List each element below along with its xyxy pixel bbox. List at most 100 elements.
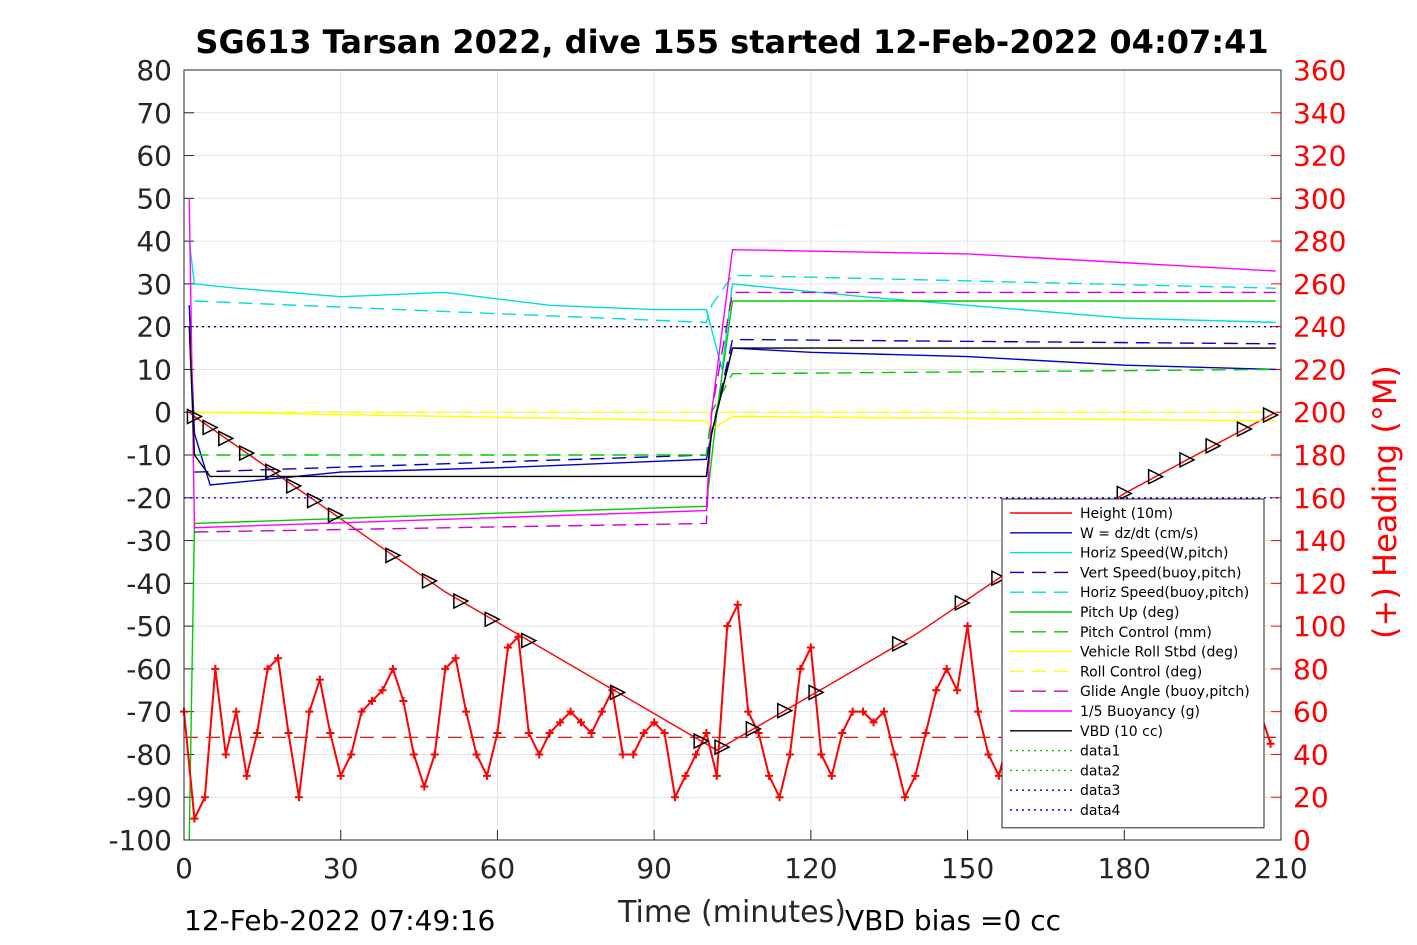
y-right-tick-label: 140 <box>1293 525 1346 558</box>
depth-marker <box>891 635 909 652</box>
depth-marker <box>745 720 763 738</box>
x-tick-label: 120 <box>784 852 837 885</box>
heading-point <box>691 750 700 759</box>
y-left-tick-label: 20 <box>136 311 172 344</box>
depth-marker <box>1205 437 1222 455</box>
depth-marker <box>285 477 303 495</box>
heading-point <box>650 718 659 727</box>
heading-point <box>806 643 815 652</box>
plot-border <box>183 69 1282 841</box>
depth-marker <box>954 594 972 612</box>
series-line-11 <box>188 326 1276 478</box>
heading-point <box>451 654 460 663</box>
heading-point <box>1266 739 1275 748</box>
heading-point <box>503 643 512 652</box>
heading-point <box>921 729 930 738</box>
heading-point <box>409 750 418 759</box>
y-right-tick-label: 200 <box>1293 396 1346 429</box>
heading-point <box>399 696 408 705</box>
y-left-tick-label: 10 <box>136 353 172 386</box>
depth-marker <box>1147 468 1165 485</box>
heading-point <box>420 782 429 791</box>
heading-point <box>232 707 241 716</box>
y-left-tick-label: 40 <box>136 225 172 258</box>
legend-entry: Horiz Speed(buoy,pitch) <box>1080 585 1249 601</box>
heading-point <box>702 729 711 738</box>
y-left-tick-label: 0 <box>154 396 172 429</box>
legend-entry: Pitch Control (mm) <box>1080 625 1212 641</box>
legend-entry: Vehicle Roll Stbd (deg) <box>1080 645 1238 661</box>
depth-marker <box>991 569 1008 587</box>
depth-marker <box>385 547 402 564</box>
legend-entry: Horiz Speed(W,pitch) <box>1080 546 1228 562</box>
y-left-tick-label: 70 <box>136 97 172 130</box>
heading-point <box>879 707 888 716</box>
heading-point <box>514 632 523 641</box>
legend-entry: data1 <box>1080 744 1120 760</box>
heading-point <box>524 729 533 738</box>
heading-point <box>953 686 962 695</box>
heading-point <box>629 750 638 759</box>
depth-marker <box>484 611 501 628</box>
y-right-tick-label: 240 <box>1293 311 1346 344</box>
marker-layer <box>186 406 1280 756</box>
heading-point <box>221 750 230 759</box>
heading-point <box>597 707 606 716</box>
heading-point <box>911 771 920 780</box>
heading-point <box>869 718 878 727</box>
depth-marker <box>218 430 235 447</box>
depth-marker <box>521 632 538 649</box>
series-line-10 <box>188 198 1276 529</box>
y-right-tick-label: 120 <box>1293 567 1346 600</box>
depth-marker <box>714 738 731 756</box>
heading-point <box>253 729 262 738</box>
y-right-tick-label: 260 <box>1293 268 1346 301</box>
chart-title: SG613 Tarsan 2022, dive 155 started 12-F… <box>195 23 1268 61</box>
y-right-tick-label: 280 <box>1293 225 1346 258</box>
x-tick-label: 180 <box>1098 852 1151 885</box>
y-left-tick-label: -50 <box>126 610 172 643</box>
series-line-4 <box>194 274 1276 324</box>
y-right-tick-label: 60 <box>1293 696 1329 729</box>
heading-point <box>796 664 805 673</box>
y-right-tick-label: 300 <box>1293 182 1346 215</box>
heading-point <box>472 750 481 759</box>
y-axis-right-ticks: 3603403203002802602402202001801601401201… <box>1271 54 1346 857</box>
heading-point <box>368 696 377 705</box>
y-right-tick-label: 160 <box>1293 482 1346 515</box>
heading-point <box>284 729 293 738</box>
legend-entry: W = dz/dt (cm/s) <box>1080 526 1199 542</box>
heading-point <box>775 793 784 802</box>
depth-marker <box>1236 420 1254 438</box>
heading-point <box>462 707 471 716</box>
heading-point <box>838 729 847 738</box>
heading-point <box>200 793 209 802</box>
heading-point <box>785 750 794 759</box>
y-right-tick-label: 40 <box>1293 738 1329 771</box>
heading-point <box>859 707 868 716</box>
y-left-tick-label: -20 <box>126 482 172 515</box>
heading-point <box>326 729 335 738</box>
heading-point <box>430 750 439 759</box>
y-left-tick-label: -80 <box>126 738 172 771</box>
x-axis-label: Time (minutes) <box>617 895 846 930</box>
legend-entry: 1/5 Buoyancy (g) <box>1080 704 1200 720</box>
depth-marker <box>1262 406 1280 424</box>
legend-entry: Height (10m) <box>1080 506 1173 522</box>
heading-point <box>357 707 366 716</box>
depth-marker <box>421 572 439 590</box>
x-tick-label: 60 <box>480 852 516 885</box>
y-right-tick-label: 180 <box>1293 439 1346 472</box>
heading-point <box>336 771 345 780</box>
depth-marker <box>1179 451 1196 469</box>
y-right-tick-label: 360 <box>1293 54 1346 87</box>
y-right-tick-label: 320 <box>1293 140 1346 173</box>
depth-marker <box>776 702 794 719</box>
heading-point <box>900 793 909 802</box>
heading-point <box>848 707 857 716</box>
legend-entry: Vert Speed(buoy,pitch) <box>1080 565 1242 581</box>
heading-point <box>556 718 565 727</box>
depth-marker <box>693 732 710 750</box>
heading-point <box>378 686 387 695</box>
heading-point <box>942 664 951 673</box>
